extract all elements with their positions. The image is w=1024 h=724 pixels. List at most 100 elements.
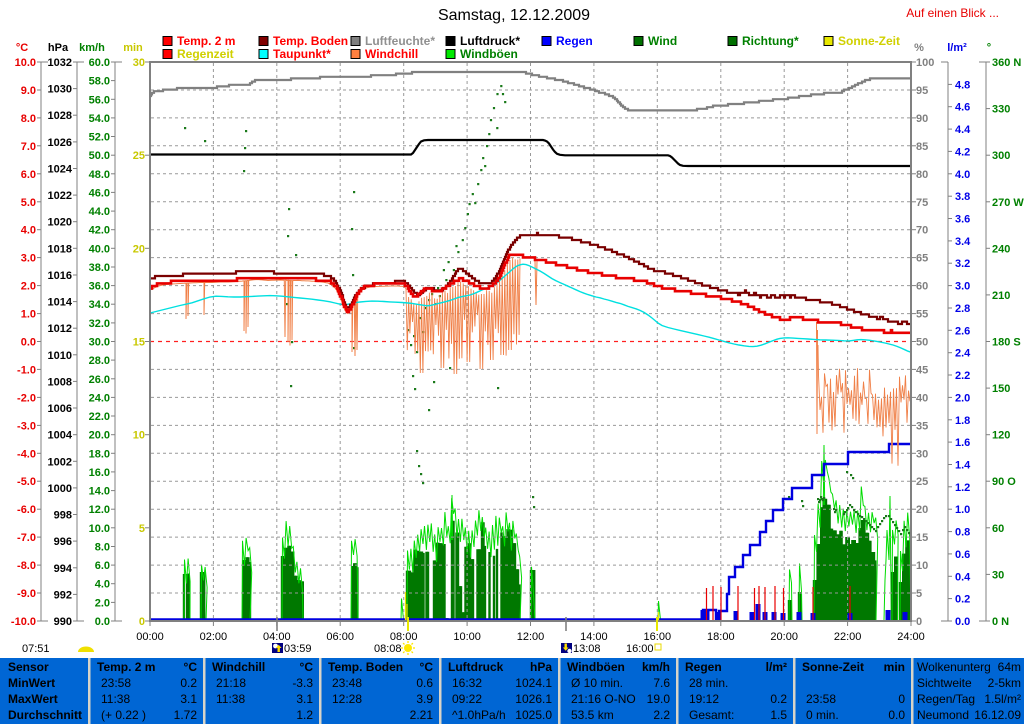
svg-text:24.0: 24.0: [89, 392, 110, 404]
svg-text:996: 996: [54, 536, 72, 548]
svg-text:28.0: 28.0: [89, 355, 110, 367]
svg-text:0.0: 0.0: [888, 708, 905, 722]
svg-text:1010: 1010: [48, 350, 72, 362]
svg-text:km/h: km/h: [79, 42, 105, 54]
svg-text:210: 210: [992, 290, 1010, 302]
svg-text:75: 75: [916, 197, 928, 209]
svg-text:3.4: 3.4: [955, 236, 971, 248]
svg-text:1020: 1020: [48, 217, 72, 229]
svg-text:1.8: 1.8: [955, 415, 970, 427]
svg-text:85: 85: [916, 141, 928, 153]
svg-text:55: 55: [916, 309, 928, 321]
svg-text:12:28: 12:28: [332, 692, 362, 706]
svg-text:1004: 1004: [48, 430, 73, 442]
svg-text:0.6: 0.6: [955, 549, 970, 561]
svg-text:06:00: 06:00: [326, 631, 354, 643]
svg-text:4.6: 4.6: [955, 102, 970, 114]
svg-text:16.0: 16.0: [89, 467, 110, 479]
svg-text:3.0: 3.0: [21, 253, 36, 265]
svg-text:Samstag, 12.12.2009: Samstag, 12.12.2009: [438, 7, 590, 24]
svg-text:08:08: 08:08: [374, 643, 402, 655]
svg-text:4.4: 4.4: [955, 124, 971, 136]
svg-text:02:00: 02:00: [200, 631, 228, 643]
svg-text:22:00: 22:00: [834, 631, 862, 643]
svg-text:2.2: 2.2: [653, 708, 670, 722]
svg-text:4.2: 4.2: [955, 146, 970, 158]
svg-text:5: 5: [916, 588, 922, 600]
svg-text:1026: 1026: [48, 137, 72, 149]
svg-text:20.0: 20.0: [89, 430, 110, 442]
svg-text:40.0: 40.0: [89, 243, 110, 255]
svg-text:l/m²: l/m²: [766, 660, 787, 674]
svg-text:21:18: 21:18: [216, 676, 246, 690]
svg-text:60: 60: [916, 281, 928, 293]
svg-text:20:00: 20:00: [770, 631, 798, 643]
svg-text:64m: 64m: [998, 660, 1021, 674]
svg-text:1.0: 1.0: [21, 309, 36, 321]
svg-text:8.0: 8.0: [21, 113, 36, 125]
svg-text:16:32: 16:32: [452, 676, 482, 690]
svg-text:32.0: 32.0: [89, 318, 110, 330]
svg-text:4.8: 4.8: [955, 79, 970, 91]
svg-text:2.4: 2.4: [955, 348, 971, 360]
svg-text:1024.1: 1024.1: [515, 676, 552, 690]
svg-text:90 O: 90 O: [992, 476, 1016, 488]
svg-text:1030: 1030: [48, 84, 72, 96]
svg-text:Temp. 2 m: Temp. 2 m: [177, 34, 235, 48]
svg-text:1022: 1022: [48, 190, 72, 202]
svg-text:7.0: 7.0: [21, 141, 36, 153]
svg-text:270 W: 270 W: [992, 197, 1024, 209]
svg-text:2.2: 2.2: [955, 370, 970, 382]
svg-text:1000: 1000: [48, 483, 72, 495]
svg-text:2.0: 2.0: [955, 392, 970, 404]
svg-text:1.5: 1.5: [770, 708, 787, 722]
svg-text:°: °: [987, 42, 991, 54]
svg-text:3.6: 3.6: [955, 214, 970, 226]
svg-text:16:00: 16:00: [644, 631, 672, 643]
svg-text:9.0: 9.0: [21, 85, 36, 97]
svg-text:Richtung*: Richtung*: [742, 34, 799, 48]
svg-text:09:22: 09:22: [452, 692, 482, 706]
svg-text:25: 25: [133, 150, 145, 162]
svg-text:1.72: 1.72: [174, 708, 198, 722]
svg-text:1012: 1012: [48, 323, 72, 335]
svg-text:0: 0: [898, 692, 905, 706]
svg-text:°C: °C: [16, 42, 28, 54]
svg-text:26.0: 26.0: [89, 374, 110, 386]
svg-text:6.0: 6.0: [95, 560, 110, 572]
svg-text:1.0: 1.0: [955, 504, 970, 516]
svg-text:03:59: 03:59: [284, 643, 312, 655]
svg-text:Regen: Regen: [685, 660, 722, 674]
svg-text:hPa: hPa: [48, 42, 69, 54]
svg-text:hPa: hPa: [530, 660, 552, 674]
svg-text:42.0: 42.0: [89, 225, 110, 237]
svg-text:95: 95: [916, 85, 928, 97]
svg-text:30: 30: [133, 57, 145, 69]
svg-text:3.1: 3.1: [180, 692, 197, 706]
svg-text:1024: 1024: [48, 164, 73, 176]
svg-text:45: 45: [916, 364, 928, 376]
svg-text:52.0: 52.0: [89, 132, 110, 144]
svg-text:-5.0: -5.0: [17, 476, 36, 488]
svg-text:1028: 1028: [48, 110, 72, 122]
svg-text:18:00: 18:00: [707, 631, 735, 643]
svg-text:30: 30: [916, 448, 928, 460]
svg-text:5.0: 5.0: [21, 197, 36, 209]
svg-text:Gesamt:: Gesamt:: [689, 708, 734, 722]
svg-text:19:12: 19:12: [689, 692, 719, 706]
svg-text:Luftfeuchte*: Luftfeuchte*: [365, 34, 435, 48]
svg-text:0.0: 0.0: [95, 616, 110, 628]
svg-text:3.0: 3.0: [955, 281, 970, 293]
svg-text:08:00: 08:00: [390, 631, 418, 643]
svg-text:-2.0: -2.0: [17, 392, 36, 404]
svg-text:-3.0: -3.0: [17, 420, 36, 432]
svg-text:°C: °C: [420, 660, 434, 674]
svg-text:14.0: 14.0: [89, 486, 110, 498]
svg-text:24:00: 24:00: [897, 631, 925, 643]
svg-text:23:58: 23:58: [806, 692, 836, 706]
svg-text:50.0: 50.0: [89, 150, 110, 162]
svg-text:36.0: 36.0: [89, 281, 110, 293]
svg-text:990: 990: [54, 616, 72, 628]
svg-text:%: %: [914, 42, 924, 54]
svg-text:992: 992: [54, 589, 72, 601]
